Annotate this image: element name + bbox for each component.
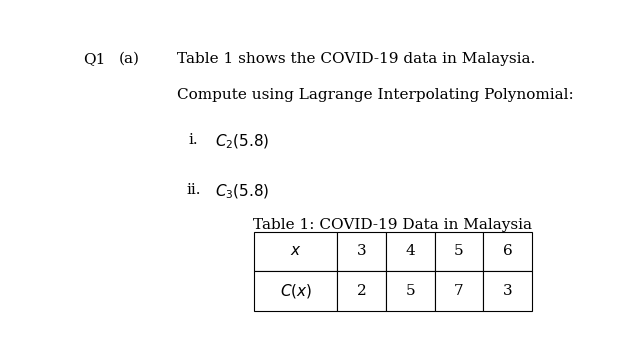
Text: Compute using Lagrange Interpolating Polynomial:: Compute using Lagrange Interpolating Pol… [177,88,574,102]
Text: $C_2(5.8)$: $C_2(5.8)$ [216,132,270,151]
Text: 5: 5 [454,244,464,258]
Text: 5: 5 [406,284,415,298]
Bar [338,271,386,311]
Text: Q1: Q1 [83,52,105,66]
Text: 2: 2 [357,284,366,298]
Text: 6: 6 [503,244,512,258]
Bar [254,232,338,271]
Text: $C(x)$: $C(x)$ [280,282,312,300]
Bar [386,271,435,311]
Text: ii.: ii. [186,183,201,197]
Bar [483,232,532,271]
Bar [435,232,483,271]
Text: i.: i. [189,132,199,147]
Text: 3: 3 [357,244,366,258]
Text: $x$: $x$ [290,244,302,258]
Text: (a): (a) [119,52,140,66]
Text: Table 1 shows the COVID-19 data in Malaysia.: Table 1 shows the COVID-19 data in Malay… [177,52,535,66]
Text: 4: 4 [406,244,415,258]
Bar [254,271,338,311]
Text: $C_3(5.8)$: $C_3(5.8)$ [216,183,270,201]
Text: 3: 3 [503,284,512,298]
Text: Table 1: COVID-19 Data in Malaysia: Table 1: COVID-19 Data in Malaysia [253,218,532,232]
Text: 7: 7 [454,284,464,298]
Bar [386,232,435,271]
Bar [338,232,386,271]
Bar [483,271,532,311]
Bar [435,271,483,311]
